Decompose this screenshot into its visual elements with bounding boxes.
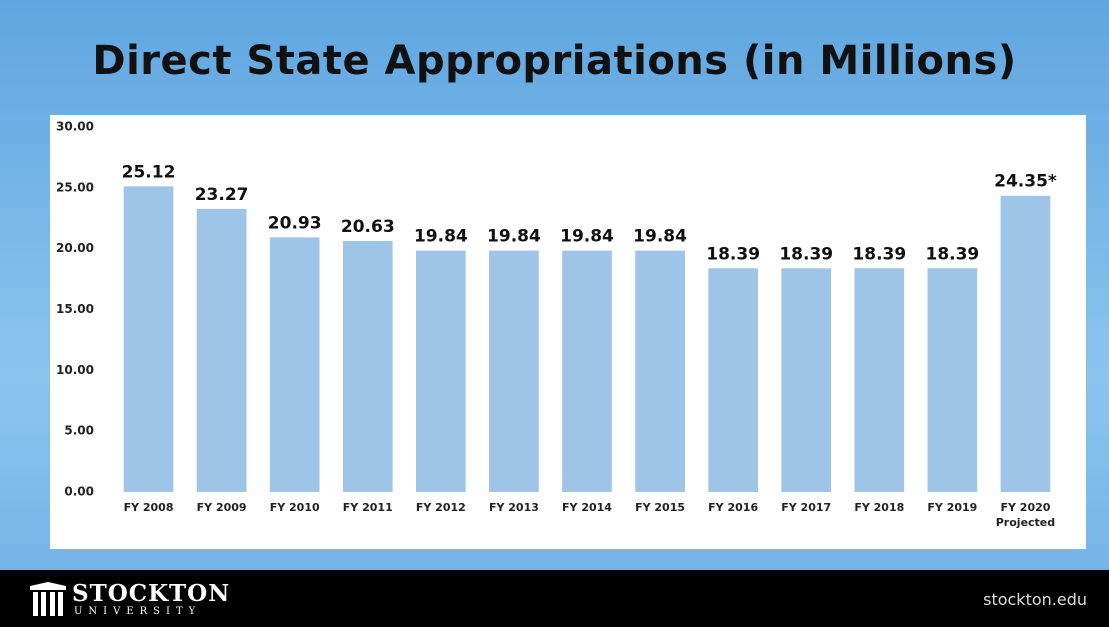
y-tick-label: 25.00 — [56, 180, 94, 194]
chart: 0.00 5.00 10.00 15.00 20.00 25.00 30.00 25.12 23… — [56, 120, 1057, 499]
x-tick-label: FY 2014 — [562, 501, 612, 514]
x-tick-label: FY 2020 Projected — [995, 501, 1056, 529]
y-tick-label: 15.00 — [56, 302, 94, 316]
x-tick-label: FY 2008 — [123, 501, 174, 514]
data-label: 18.39 — [925, 244, 979, 264]
logo-icon — [30, 582, 66, 616]
bar — [708, 268, 758, 492]
brand-name: STOCKTON — [72, 580, 231, 607]
data-label: 19.84 — [633, 227, 687, 247]
chart-panel: 0.00 5.00 10.00 15.00 20.00 25.00 30.00 25.12 23… — [50, 115, 1086, 549]
x-tick-label: FY 2010 — [269, 501, 320, 514]
data-label: 18.39 — [706, 244, 760, 264]
bar — [123, 186, 174, 492]
bar — [927, 268, 978, 492]
bar — [196, 208, 247, 493]
data-label: 25.12 — [122, 162, 176, 182]
bar — [342, 241, 393, 492]
chart-title: Direct State Appropriations (in Millions… — [92, 38, 1017, 84]
y-tick-label: 20.00 — [56, 241, 94, 255]
data-label: 19.84 — [414, 227, 468, 247]
data-label: 24.35* — [994, 172, 1057, 192]
bar — [635, 250, 685, 492]
y-tick-label: 30.00 — [56, 120, 94, 134]
x-tick-label: FY 2015 — [635, 501, 686, 514]
bar — [416, 250, 466, 492]
x-tick-label: FY 2017 — [781, 501, 832, 514]
x-tick-label: FY 2013 — [488, 501, 539, 514]
x-tick-label: FY 2019 — [927, 501, 978, 514]
bar — [781, 268, 832, 492]
y-tick-label: 5.00 — [64, 424, 94, 438]
data-label: 23.27 — [195, 185, 249, 205]
data-label: 19.84 — [487, 227, 541, 247]
website: stockton.edu — [983, 590, 1087, 609]
y-tick-label: 10.00 — [56, 363, 94, 377]
bar — [854, 268, 905, 492]
x-tick-label: FY 2011 — [342, 501, 393, 514]
y-tick-label: 0.00 — [64, 485, 94, 499]
data-label: 20.63 — [341, 217, 395, 237]
brand-subname: UNIVERSITY — [74, 606, 202, 617]
data-label: 18.39 — [779, 244, 833, 264]
bar — [562, 250, 612, 492]
data-label: 18.39 — [852, 244, 906, 264]
x-tick-label: FY 2016 — [708, 501, 759, 514]
footer: STOCKTON UNIVERSITY stockton.edu — [0, 570, 1109, 627]
bar — [1000, 195, 1051, 492]
x-tick-label: FY 2018 — [854, 501, 905, 514]
data-label: 19.84 — [560, 227, 614, 247]
bar — [489, 250, 539, 492]
x-tick-label: FY 2009 — [196, 501, 247, 514]
data-label: 20.93 — [268, 213, 322, 233]
x-tick-label: FY 2012 — [415, 501, 466, 514]
bar — [269, 237, 320, 492]
